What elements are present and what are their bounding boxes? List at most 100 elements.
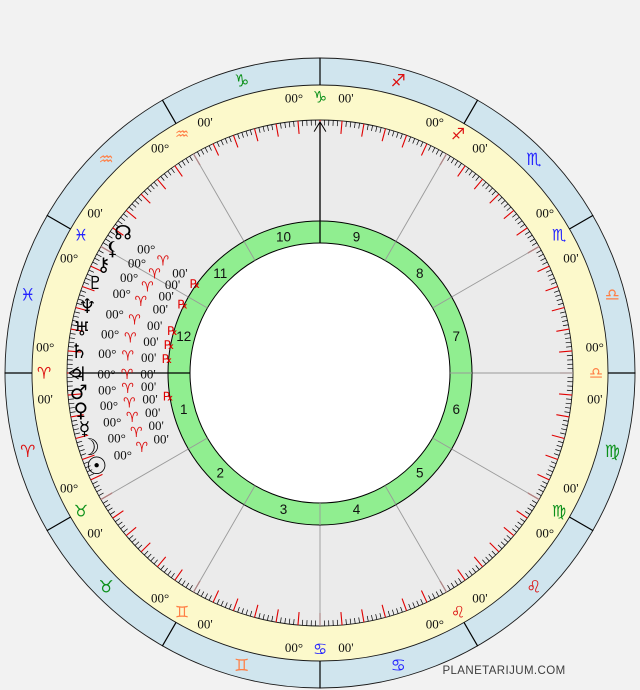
tick-1deg [71, 419, 78, 422]
tick-1deg [555, 449, 561, 452]
house-2-number: 2 [217, 465, 225, 480]
tick-1deg [366, 124, 369, 131]
sign-libra-outer-glyph: ♎ [605, 285, 620, 305]
tick-1deg [349, 121, 352, 128]
tick-1deg [565, 341, 572, 344]
tick-5deg [503, 526, 515, 537]
planet-mercury-degree: 00° [103, 415, 121, 430]
tick-1deg [98, 492, 104, 496]
tick-5deg [297, 120, 300, 134]
planet-mercury-glyph: ☿ [79, 418, 91, 440]
tick-1deg [208, 145, 212, 151]
tick-1deg [396, 132, 399, 138]
cusp-spoke-gemini [193, 504, 245, 593]
tick-1deg [68, 346, 74, 348]
tick-1deg [529, 238, 535, 243]
tick-1deg [379, 613, 382, 619]
sign-taurus-outer-glyph: ♉ [98, 578, 113, 598]
tick-1deg [189, 584, 193, 591]
tick-1deg [163, 567, 168, 573]
sign-virgo-cusp-glyph: ♍ [552, 501, 566, 520]
tick-1deg [73, 428, 79, 431]
tick-1deg [150, 556, 155, 562]
sign-virgo-outer-glyph: ♍ [605, 442, 620, 462]
tick-1deg [556, 445, 563, 448]
tick-1deg [167, 570, 172, 576]
tick-1deg [86, 469, 93, 473]
tick-1deg [345, 121, 347, 127]
tick-1deg [102, 500, 109, 504]
tick-5deg [125, 209, 137, 220]
planet-saturn-glyph: ♄ [70, 339, 88, 363]
boundary-tick-gemini [161, 622, 177, 647]
tick-5deg [82, 454, 95, 461]
tick-1deg [524, 231, 530, 235]
cusp-aquarius-minute-label: 00' [197, 114, 212, 129]
tick-5deg [489, 193, 500, 204]
tick-1deg [491, 190, 497, 196]
planet-mars-degree: 00° [98, 383, 116, 398]
tick-1deg [387, 610, 391, 617]
tick-5deg [516, 227, 528, 236]
tick-1deg [197, 589, 201, 595]
planet-true-node-sign: ♈ [157, 254, 170, 270]
tick-1deg [80, 453, 87, 456]
tick-5deg [381, 128, 387, 142]
tick-1deg [245, 609, 248, 616]
planet-pluto: ♇ 00°♈ 00' [87, 273, 168, 316]
planet-uranus-degree: 00° [101, 327, 119, 342]
planet-jupiter-degree: 00° [97, 367, 115, 382]
tick-5deg [503, 209, 515, 220]
tick-1deg [565, 337, 571, 339]
cusp-spokes [100, 153, 573, 626]
tick-1deg [241, 132, 244, 138]
tick-1deg [94, 257, 100, 261]
tick-1deg [76, 440, 83, 444]
sign-pisces-cusp-glyph: ♓ [74, 225, 88, 244]
tick-1deg [120, 525, 126, 530]
planet-uranus-sign: ♈ [124, 331, 137, 347]
tick-1deg [506, 206, 512, 211]
tick-1deg [107, 507, 113, 512]
sign-cancer-cusp-glyph: ♋ [313, 639, 327, 658]
tick-5deg [381, 604, 387, 618]
tick-1deg [547, 469, 554, 473]
cusp-spoke-sagittarius [395, 153, 447, 242]
tick-1deg [110, 511, 116, 515]
tick-1deg [520, 224, 525, 228]
tick-1deg [472, 567, 477, 573]
tick-5deg [125, 526, 137, 537]
tick-1deg [185, 158, 190, 164]
tick-1deg [293, 619, 295, 625]
tick-1deg [450, 158, 455, 164]
tick-1deg [392, 130, 395, 137]
tick-1deg [435, 149, 440, 155]
tick-5deg [551, 306, 565, 312]
tick-1deg [555, 294, 561, 297]
tick-1deg [69, 407, 75, 409]
tick-1deg [123, 213, 128, 218]
tick-1deg [220, 600, 224, 607]
tick-1deg [485, 184, 490, 190]
tick-5deg [253, 128, 259, 142]
sign-aries-cusp-glyph: ♈ [37, 363, 51, 382]
planet-uranus-minute: 00' [143, 334, 158, 349]
sign-cancer-outer-glyph: ♋ [391, 656, 406, 676]
planet-neptune-sign: ♈ [128, 313, 141, 329]
planet-neptune-minute: 00' [147, 318, 162, 333]
planet-jupiter: ♃ 00° ♈ 00' [69, 362, 156, 386]
cusp-spoke-scorpio [451, 246, 540, 298]
tick-1deg [379, 127, 382, 133]
tick-1deg [560, 311, 566, 314]
planet-neptune-degree: 00° [106, 307, 124, 322]
tick-1deg [72, 424, 78, 426]
tick-1deg [566, 346, 572, 348]
tick-1deg [86, 273, 93, 277]
tick-1deg [102, 242, 109, 246]
tick-1deg [178, 577, 182, 583]
tick-1deg [561, 315, 567, 318]
cusp-virgo-minute-label: 00' [563, 480, 578, 495]
tick-1deg [163, 173, 168, 179]
tick-1deg [224, 602, 228, 608]
tick-5deg [559, 393, 573, 396]
